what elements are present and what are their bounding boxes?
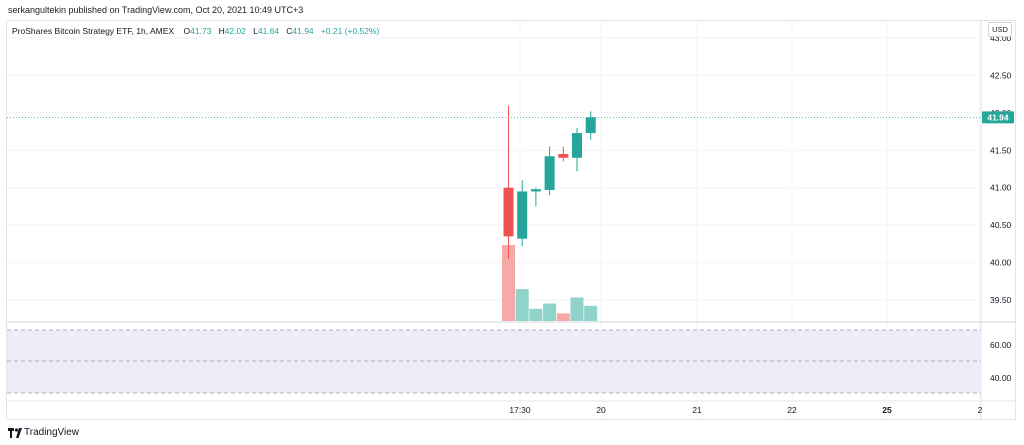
last-price-label: 41.94 (987, 112, 1009, 122)
volume-bar (570, 297, 584, 321)
candle-body (517, 191, 528, 239)
volume-bar (529, 308, 543, 321)
time-tick-label: 25 (882, 405, 892, 415)
price-tick-label: 42.50 (990, 70, 1012, 80)
volume-bar (584, 305, 598, 321)
time-tick-label: 20 (596, 405, 606, 415)
volume-bar (556, 313, 570, 321)
low-value: 41.64 (257, 26, 280, 36)
volume-bar (543, 303, 557, 321)
last-price-badge (982, 111, 1014, 124)
brand-name[interactable]: TradingView (24, 427, 80, 438)
price-tick-label: 43.00 (990, 33, 1012, 43)
candle-body (558, 154, 569, 158)
candle-body (572, 133, 582, 158)
rsi-band (7, 330, 981, 393)
time-tick-label: 2 (978, 405, 983, 415)
publisher-line: serkangultekin published on TradingView.… (8, 5, 304, 15)
close-label: C (286, 26, 293, 36)
price-tick-label: 41.50 (990, 145, 1012, 155)
symbol-legend[interactable]: ProShares Bitcoin Strategy ETF, 1h, AMEX… (12, 26, 379, 36)
symbol-title: ProShares Bitcoin Strategy ETF, 1h, AMEX (12, 26, 175, 36)
time-tick-label: 22 (787, 405, 797, 415)
volume-bar (502, 245, 515, 321)
chart-frame[interactable] (6, 20, 1016, 420)
candle-body (503, 187, 514, 237)
high-label: H (218, 26, 225, 36)
candle-body (530, 189, 541, 192)
currency-button[interactable]: USD (988, 22, 1012, 37)
time-tick-label: 17:30 (509, 405, 531, 415)
time-tick-label: 21 (692, 405, 702, 415)
change-value: +0.21 (+0.52%) (320, 26, 380, 36)
rsi-tick-label: 60.00 (990, 340, 1012, 350)
price-tick-label: 39.50 (990, 295, 1012, 305)
candle-body (585, 117, 596, 134)
open-value: 41.73 (190, 26, 212, 36)
close-value: 41.94 (292, 26, 314, 36)
price-tick-label: 40.50 (990, 220, 1012, 230)
rsi-tick-label: 40.00 (990, 373, 1012, 383)
volume-bar (515, 289, 529, 321)
high-value: 42.02 (224, 26, 246, 36)
price-tick-label: 41.00 (990, 183, 1012, 193)
candle-body (544, 156, 555, 190)
price-tick-label: 40.00 (990, 258, 1012, 268)
open-label: O (183, 26, 191, 36)
low-label: L (253, 26, 258, 36)
